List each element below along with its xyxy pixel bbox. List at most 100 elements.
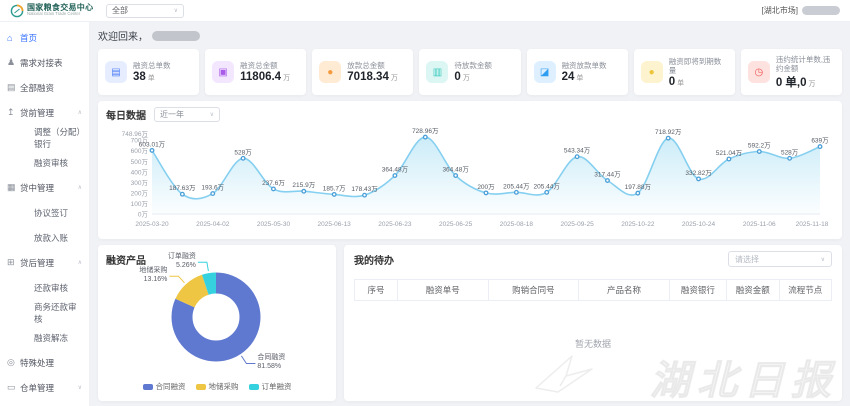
legend-item[interactable]: 订单融资 bbox=[248, 381, 292, 392]
stat-label: 待放款金额 bbox=[454, 61, 492, 70]
svg-text:2025-10-22: 2025-10-22 bbox=[621, 221, 655, 228]
sidebar-item-adjust-bank[interactable]: 调整（分配）银行 bbox=[0, 125, 89, 150]
sidebar-item-label: 商务还款审核 bbox=[34, 301, 77, 324]
svg-text:2025-04-02: 2025-04-02 bbox=[196, 221, 230, 228]
svg-text:2025-11-06: 2025-11-06 bbox=[743, 221, 776, 228]
redacted-username bbox=[152, 30, 200, 41]
financing-products-title: 融资产品 bbox=[106, 256, 146, 267]
stat-card: ▥ 待放款金额 0 万 bbox=[419, 49, 521, 95]
app-logo: 国家粮食交易中心 National Grain Trade Center bbox=[10, 4, 98, 18]
sidebar-item-repayment-review[interactable]: 还款审核 bbox=[0, 275, 89, 300]
stat-unit: 万 bbox=[390, 75, 398, 82]
stat-value: 38 单 bbox=[133, 71, 155, 83]
stat-label: 违约统计单数,违约金额 bbox=[775, 54, 831, 73]
svg-text:543.34万: 543.34万 bbox=[564, 147, 591, 155]
stat-unit: 单 bbox=[677, 79, 685, 87]
sidebar-item-label: 协议签订 bbox=[34, 207, 69, 218]
sidebar-item-label: 全部融资 bbox=[20, 82, 55, 93]
sidebar-item-demand-table[interactable]: ♟ 需求对接表 bbox=[0, 50, 89, 75]
svg-text:2025-06-23: 2025-06-23 bbox=[378, 221, 412, 228]
donut-chart[interactable] bbox=[98, 245, 336, 401]
sidebar-item-disbursement-entry[interactable]: 放款入账 bbox=[0, 225, 89, 250]
legend-item[interactable]: 地储采购 bbox=[195, 381, 239, 392]
calendar-icon: ▦ bbox=[7, 182, 16, 192]
sidebar-item-business-repayment-review[interactable]: 商务还款审核 bbox=[0, 300, 89, 325]
todo-title: 我的待办 bbox=[354, 256, 394, 267]
market-filter-select[interactable]: 全部 ∨ bbox=[106, 3, 184, 18]
svg-text:2025-11-18: 2025-11-18 bbox=[796, 221, 829, 228]
legend-item[interactable]: 合同融资 bbox=[142, 381, 186, 392]
pin-icon: ◎ bbox=[7, 357, 15, 367]
sidebar-item-agreement-sign[interactable]: 协议签订 bbox=[0, 200, 89, 225]
sidebar-item-all-financing[interactable]: ▤ 全部融资 bbox=[0, 75, 89, 100]
logo-title: 国家粮食交易中心 bbox=[27, 3, 94, 12]
sidebar-item-label: 融资审核 bbox=[34, 157, 69, 168]
sidebar-item-label: 还款审核 bbox=[34, 282, 69, 293]
person-icon: ♟ bbox=[7, 57, 16, 67]
chevron-down-icon: ∨ bbox=[209, 112, 214, 118]
sidebar-item-label: 特殊处理 bbox=[20, 357, 55, 368]
redacted-account-badge[interactable] bbox=[802, 6, 840, 15]
stat-value: 24 单 bbox=[561, 71, 584, 83]
svg-text:193.6万: 193.6万 bbox=[201, 184, 224, 192]
stat-card: ◪ 融资放款单数 24 单 bbox=[526, 49, 628, 95]
clock-icon: ◷ bbox=[747, 61, 770, 83]
svg-text:2025-05-30: 2025-05-30 bbox=[257, 221, 291, 228]
sidebar-item-label: 贷前管理 bbox=[20, 107, 55, 118]
svg-text:300万: 300万 bbox=[131, 179, 149, 187]
todo-table-header-row: 序号 融资单号 购销合同号 产品名称 融资银行 融资金额 流程节点 bbox=[354, 279, 832, 301]
sidebar-item-pre-loan[interactable]: ↥ 贷前管理 ∧ bbox=[0, 100, 89, 125]
svg-text:205.44万: 205.44万 bbox=[534, 182, 561, 190]
stat-unit: 万 bbox=[808, 80, 816, 88]
stat-label: 融资放款单数 bbox=[561, 61, 607, 70]
bank-icon: ⊞ bbox=[7, 257, 15, 267]
stat-label: 融资即将到期数量 bbox=[668, 56, 722, 75]
sidebar-item-label: 贷中管理 bbox=[20, 182, 55, 193]
todo-card: 我的待办 请选择 ∨ 序号 融资单号 购销合同号 产品名称 融资银行 融资金额 流程节点 暂… bbox=[344, 245, 842, 401]
date-range-select[interactable]: 近一年 ∨ bbox=[154, 107, 220, 122]
stat-unit: 万 bbox=[462, 75, 470, 82]
legend-label: 订单融资 bbox=[261, 382, 292, 391]
chevron-up-icon: ∧ bbox=[77, 260, 82, 266]
svg-text:748.96万: 748.96万 bbox=[122, 130, 149, 138]
sidebar-item-post-loan[interactable]: ⊞ 贷后管理 ∧ bbox=[0, 250, 89, 275]
sidebar-item-financing-unfreeze[interactable]: 融资解冻 bbox=[0, 325, 89, 350]
svg-text:592.2万: 592.2万 bbox=[748, 142, 771, 150]
svg-text:600万: 600万 bbox=[131, 147, 149, 155]
todo-column-header: 购销合同号 bbox=[487, 279, 580, 301]
chevron-up-icon: ∧ bbox=[77, 185, 82, 191]
due-coin-icon: ● bbox=[640, 61, 663, 83]
sidebar-item-label: 仓单管理 bbox=[20, 382, 55, 393]
sidebar-item-label: 首页 bbox=[20, 32, 38, 43]
sidebar-item-label: 贷后管理 bbox=[20, 257, 55, 268]
market-filter-value: 全部 bbox=[112, 6, 128, 15]
todo-filter-select[interactable]: 请选择 ∨ bbox=[728, 251, 832, 267]
svg-text:197.88万: 197.88万 bbox=[625, 183, 652, 191]
stat-card: ▣ 融资总金额 11806.4 万 bbox=[205, 49, 307, 95]
sidebar-item-label: 调整（分配）银行 bbox=[34, 126, 81, 149]
legend-swatch bbox=[195, 383, 206, 390]
sidebar-item-in-loan[interactable]: ▦ 贷中管理 ∧ bbox=[0, 175, 89, 200]
sidebar-item-label: 融资解冻 bbox=[34, 332, 69, 343]
app-header: 国家粮食交易中心 National Grain Trade Center 全部 … bbox=[0, 0, 850, 22]
daily-data-title: 每日数据 bbox=[106, 111, 146, 122]
chevron-down-icon: ∨ bbox=[77, 385, 82, 391]
svg-text:728.96万: 728.96万 bbox=[412, 127, 439, 135]
svg-text:528万: 528万 bbox=[781, 148, 799, 156]
svg-text:528万: 528万 bbox=[234, 148, 252, 156]
svg-text:215.9万: 215.9万 bbox=[292, 181, 315, 189]
stat-value: 7018.34 万 bbox=[347, 71, 398, 83]
svg-text:178.43万: 178.43万 bbox=[351, 185, 378, 193]
todo-column-header: 序号 bbox=[354, 279, 398, 301]
sidebar-item-special-handling[interactable]: ◎ 特殊处理 bbox=[0, 350, 89, 375]
chevron-down-icon: ∨ bbox=[173, 8, 178, 14]
sidebar-item-home[interactable]: ⌂ 首页 bbox=[0, 25, 89, 50]
sidebar-item-warehouse-receipt[interactable]: ▭ 仓单管理 ∨ bbox=[0, 375, 89, 400]
svg-text:200万: 200万 bbox=[131, 189, 149, 197]
money-bag-icon: ▣ bbox=[212, 61, 235, 83]
stat-value: 11806.4 万 bbox=[240, 71, 291, 83]
svg-text:521.04万: 521.04万 bbox=[716, 149, 743, 157]
sidebar-item-financing-review[interactable]: 融资审核 bbox=[0, 150, 89, 175]
